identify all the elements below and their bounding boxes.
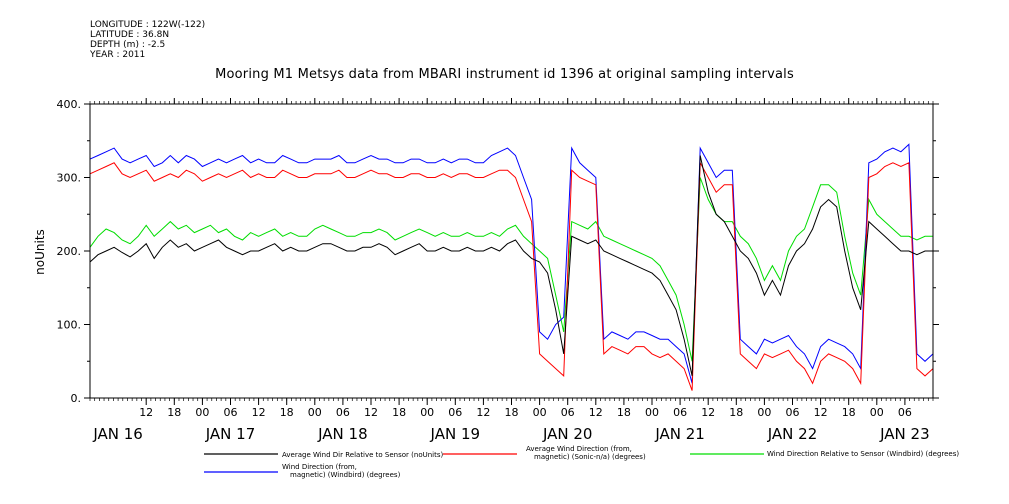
x-tick-label: 00	[533, 406, 547, 419]
legend-label-3: Wind Direction (from, magnetic) (Windbird…	[282, 463, 401, 479]
x-tick-label: 06	[224, 406, 238, 419]
axes: 0. 100. 200. 300. 400. 12 18 00 06 12 18 00 06 12 18 00…	[57, 98, 939, 443]
metadata-block: LONGITUDE : 122W(-122) LATITUDE : 36.8N …	[90, 20, 205, 60]
x-tick-label: 12	[476, 406, 490, 419]
x-tick-label: 18	[167, 406, 181, 419]
x-day-label: JAN 16	[92, 425, 143, 443]
x-tick-label: 00	[870, 406, 884, 419]
x-tick-label: 12	[814, 406, 828, 419]
x-tick-label: 06	[448, 406, 462, 419]
x-day-label: JAN 18	[317, 425, 368, 443]
x-day-label: JAN 19	[430, 425, 481, 443]
x-tick-label: 00	[757, 406, 771, 419]
series-line-2	[89, 177, 933, 362]
x-tick-label: 06	[561, 406, 575, 419]
series-line-3	[89, 143, 934, 384]
longitude-text: LONGITUDE : 122W(-122)	[90, 20, 206, 30]
series-line-0	[89, 155, 933, 377]
x-day-label: JAN 22	[767, 425, 818, 443]
x-tick-label: 06	[673, 406, 687, 419]
y-tick-label: 0.	[71, 392, 82, 405]
x-tick-label: 12	[139, 406, 153, 419]
x-tick-label: 12	[589, 406, 603, 419]
plot-area	[89, 143, 934, 391]
series-line-1	[89, 160, 934, 391]
x-tick-label: 00	[645, 406, 659, 419]
legend-label-0: Average Wind Dir Relative to Sensor (noU…	[282, 451, 443, 459]
y-tick-label: 400.	[57, 98, 82, 111]
x-tick-label: 12	[701, 406, 715, 419]
chart-title: Mooring M1 Metsys data from MBARI instru…	[215, 67, 794, 82]
y-axis-label: noUnits	[33, 229, 47, 275]
x-tick-label: 18	[617, 406, 631, 419]
x-day-label: JAN 21	[654, 425, 705, 443]
year-text: YEAR : 2011	[90, 50, 146, 60]
x-tick-label: 00	[195, 406, 209, 419]
plot-frame	[89, 103, 934, 399]
x-tick-label: 18	[392, 406, 406, 419]
x-tick-label: 06	[786, 406, 800, 419]
y-tick-label: 200.	[57, 245, 82, 258]
latitude-text: LATITUDE : 36.8N	[90, 30, 170, 40]
x-tick-label: 00	[420, 406, 434, 419]
x-tick-label: 12	[364, 406, 378, 419]
x-tick-label: 18	[505, 406, 519, 419]
legend-label-1: Average Wind Direction (from, magnetic) (…	[526, 445, 646, 461]
legend: Average Wind Dir Relative to Sensor (noU…	[204, 445, 959, 479]
x-tick-label: 18	[729, 406, 743, 419]
x-day-label: JAN 23	[879, 425, 930, 443]
x-tick-label: 18	[280, 406, 294, 419]
x-day-label: JAN 20	[542, 425, 593, 443]
y-tick-label: 300.	[57, 172, 82, 185]
x-day-label: JAN 17	[205, 425, 256, 443]
x-tick-label: 06	[336, 406, 350, 419]
legend-label-2: Wind Direction Relative to Sensor (Windb…	[767, 450, 959, 458]
x-tick-label: 18	[842, 406, 856, 419]
y-tick-label: 100.	[57, 319, 82, 332]
x-tick-label: 06	[898, 406, 912, 419]
x-tick-label: 00	[308, 406, 322, 419]
x-tick-label: 12	[252, 406, 266, 419]
depth-text: DEPTH (m) : -2.5	[90, 40, 166, 50]
